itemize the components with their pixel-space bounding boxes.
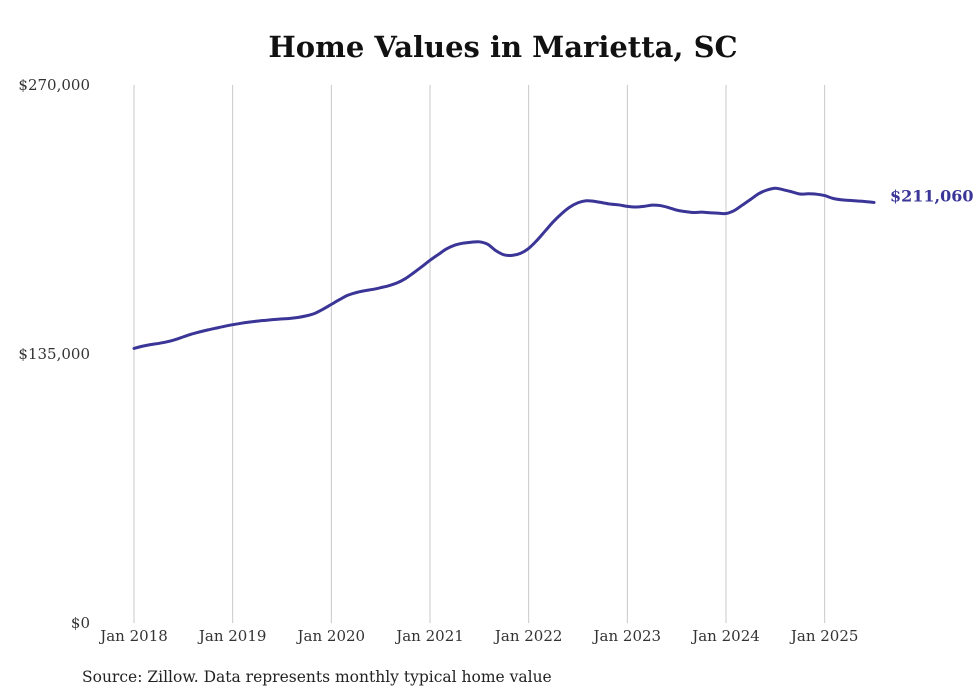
x-tick-label: Jan 2023	[592, 627, 662, 645]
x-tick-label: Jan 2021	[394, 627, 464, 645]
x-tick-label: Jan 2022	[493, 627, 563, 645]
end-value-label: $211,060	[890, 186, 974, 205]
x-axis-ticks: Jan 2018 Jan 2019 Jan 2020 Jan 2021 Jan 2022…	[98, 627, 858, 645]
series-line	[132, 186, 876, 350]
chart-title: Home Values in Marietta, SC	[268, 30, 738, 64]
annotations: $211,060	[890, 186, 974, 205]
series-layer	[132, 186, 876, 350]
source-note: Source: Zillow. Data represents monthly …	[82, 668, 552, 686]
x-tick-label: Jan 2025	[789, 627, 859, 645]
x-tick-label: Jan 2018	[98, 627, 168, 645]
y-tick-label: $270,000	[18, 76, 90, 94]
y-axis-ticks: $0 $135,000 $270,000	[18, 76, 90, 632]
x-tick-label: Jan 2019	[197, 627, 267, 645]
x-tick-label: Jan 2024	[690, 627, 760, 645]
gridlines	[133, 85, 826, 623]
y-tick-label: $0	[71, 614, 90, 632]
y-tick-label: $135,000	[18, 345, 90, 363]
x-tick-label: Jan 2020	[296, 627, 366, 645]
